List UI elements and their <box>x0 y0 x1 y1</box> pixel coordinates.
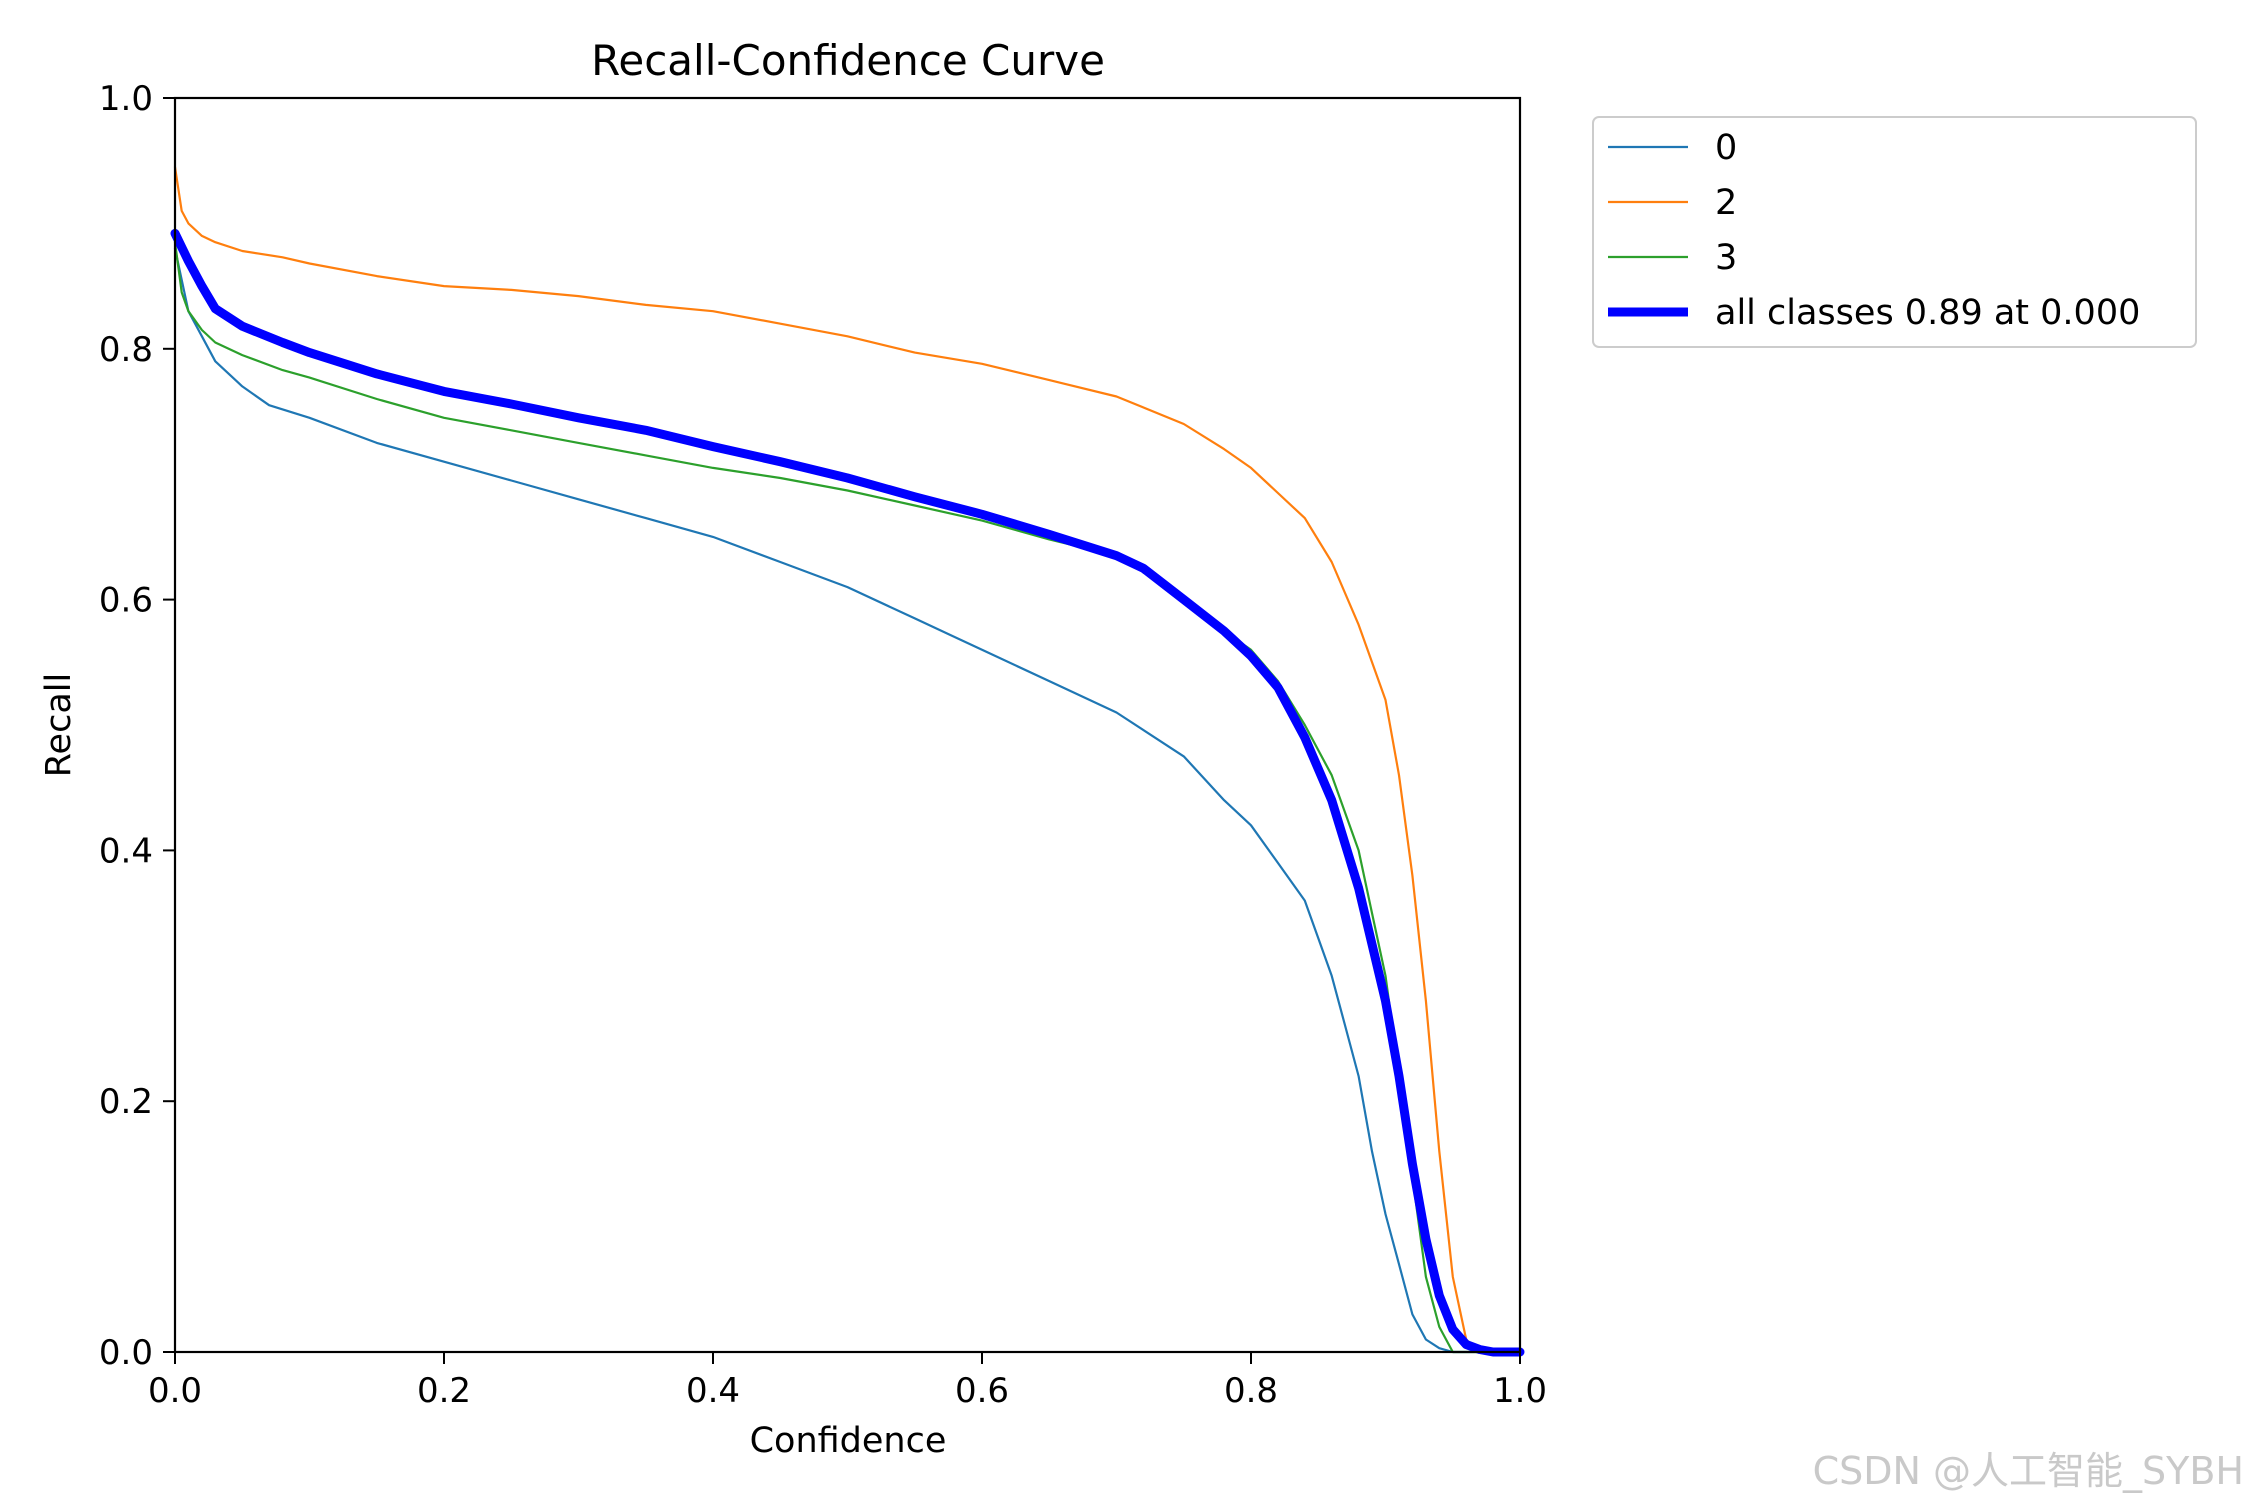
y-tick-label: 0.6 <box>99 581 153 621</box>
y-axis: 0.0 0.2 0.4 0.6 0.8 1.0 <box>99 79 175 1373</box>
series-line-0 <box>173 247 1522 1354</box>
x-axis-label: Confidence <box>750 1421 947 1461</box>
x-tick-label: 0.6 <box>955 1371 1009 1411</box>
series-line-1 <box>173 165 1522 1354</box>
series-layer <box>170 165 1525 1357</box>
series-line-3 <box>170 228 1525 1357</box>
legend-items: 0 2 3 all classes 0.89 at 0.000 <box>1608 128 2140 333</box>
x-tick-label: 0.0 <box>148 1371 202 1411</box>
watermark: CSDN @人工智能_SYBH <box>1812 1449 2244 1493</box>
y-tick-label: 1.0 <box>99 79 153 119</box>
legend-label-1: 2 <box>1715 183 1737 223</box>
plot-frame <box>173 96 1522 1354</box>
y-tick-label: 0.2 <box>99 1082 153 1122</box>
legend: 0 2 3 all classes 0.89 at 0.000 <box>1592 116 2197 348</box>
chart-title: Recall-Confidence Curve <box>591 36 1105 85</box>
x-axis: 0.0 0.2 0.4 0.6 0.8 1.0 <box>148 1352 1547 1411</box>
legend-box <box>1592 116 2197 348</box>
y-tick-label: 0.0 <box>99 1333 153 1373</box>
series-line-2 <box>173 241 1522 1354</box>
x-tick-label: 0.8 <box>1224 1371 1278 1411</box>
y-tick-label: 0.4 <box>99 831 153 871</box>
x-tick-label: 0.2 <box>417 1371 471 1411</box>
legend-label-0: 0 <box>1715 128 1737 168</box>
y-tick-label: 0.8 <box>99 330 153 370</box>
x-tick-label: 0.4 <box>686 1371 740 1411</box>
legend-label-3: all classes 0.89 at 0.000 <box>1715 293 2140 333</box>
y-axis-label: Recall <box>39 673 79 777</box>
x-tick-label: 1.0 <box>1493 1371 1547 1411</box>
legend-label-2: 3 <box>1715 238 1737 278</box>
